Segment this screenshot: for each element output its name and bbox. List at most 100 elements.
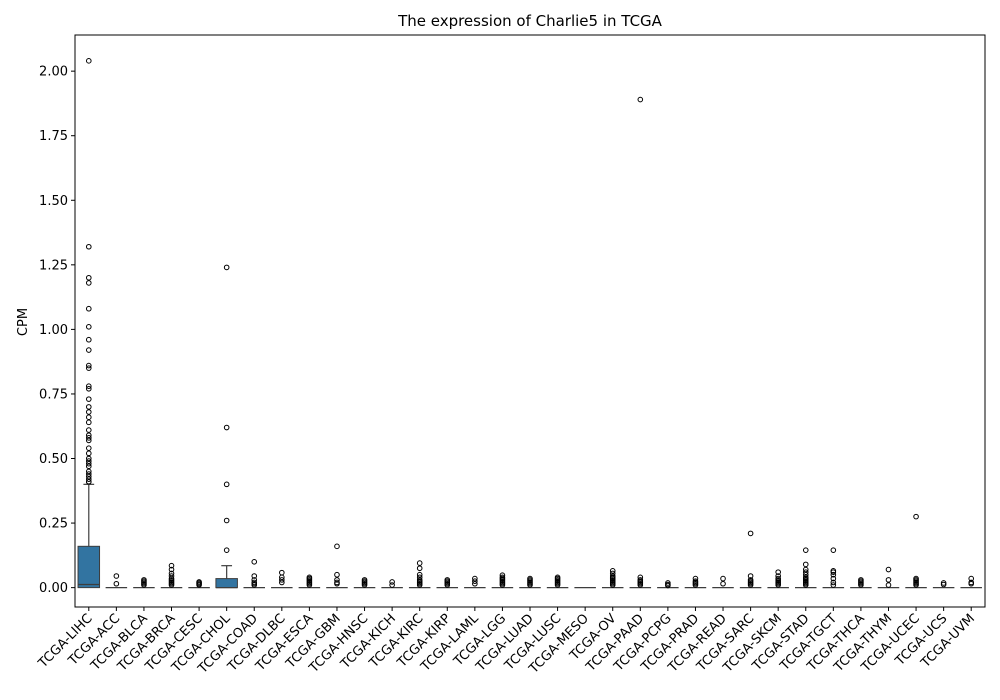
outlier-point — [692, 582, 699, 588]
outlier-point — [802, 561, 809, 568]
box-iqr — [77, 545, 101, 589]
outlier-point — [85, 437, 92, 444]
outlier-point — [251, 582, 258, 588]
box-tcga-kich — [381, 579, 403, 589]
outlier-point — [858, 582, 864, 588]
outlier-point — [223, 517, 230, 524]
box-tcga-ucec — [905, 513, 927, 589]
outlier-point — [196, 582, 202, 588]
outlier-point — [830, 569, 837, 575]
box-tcga-lusc — [546, 574, 569, 589]
outlier-point — [251, 559, 258, 565]
outlier-point — [85, 455, 92, 462]
outlier-point — [830, 547, 837, 553]
outlier-point — [334, 571, 340, 578]
y-tick-label: 0.25 — [39, 517, 68, 532]
y-tick-label: 1.00 — [39, 323, 68, 338]
outlier-point — [913, 582, 919, 588]
outlier-point — [637, 96, 644, 103]
box-tcga-ucs — [932, 580, 955, 589]
outlier-point — [389, 582, 395, 588]
outlier-point — [85, 478, 92, 485]
outlier-point — [609, 582, 616, 588]
outlier-point — [913, 513, 919, 520]
outlier-point — [113, 573, 120, 579]
x-axis: TCGA-LIHCTCGA-ACCTCGA-BLCATCGA-BRCATCGA-… — [35, 607, 978, 677]
outlier-point — [85, 305, 92, 312]
outlier-point — [830, 571, 837, 578]
outlier-point — [85, 404, 92, 410]
box-tcga-hnsc — [353, 577, 376, 589]
box-tcga-skcm — [767, 569, 789, 589]
outlier-point — [251, 573, 258, 579]
outlier-point — [802, 571, 809, 578]
box-tcga-kirp — [436, 577, 459, 589]
outlier-point — [279, 577, 285, 583]
outlier-point — [85, 336, 92, 343]
outlier-point — [168, 562, 175, 569]
outlier-point — [85, 365, 92, 371]
outlier-point — [334, 580, 340, 587]
y-tick-label: 1.75 — [39, 129, 68, 144]
box-tcga-kirc — [408, 560, 431, 589]
box-tcga-chol — [215, 264, 238, 589]
y-tick-label: 1.50 — [39, 194, 68, 209]
outlier-point — [968, 575, 975, 582]
outlier-point — [85, 450, 92, 457]
box-tcga-lgg — [491, 572, 514, 589]
box-tcga-ov — [601, 568, 624, 589]
outlier-point — [830, 575, 837, 582]
box-tcga-thym — [877, 566, 900, 589]
outlier-point — [168, 570, 175, 577]
box-tcga-coad — [243, 559, 265, 589]
outlier-point — [885, 566, 892, 573]
box-tcga-cesc — [188, 579, 210, 589]
outlier-point — [968, 580, 975, 587]
outlier-point — [85, 396, 92, 402]
outlier-point — [85, 419, 92, 426]
outlier-point — [85, 468, 92, 475]
outlier-point — [747, 530, 754, 537]
outlier-point — [85, 435, 92, 441]
y-tick-label: 2.00 — [39, 65, 68, 80]
outlier-point — [223, 264, 230, 271]
box-tcga-dlbc — [271, 569, 293, 589]
outlier-point — [306, 582, 313, 588]
y-tick-label: 0.50 — [39, 452, 68, 467]
outlier-point — [85, 243, 92, 250]
box-tcga-tgct — [822, 547, 845, 589]
outlier-point — [223, 481, 230, 488]
box-tcga-esca — [298, 574, 321, 589]
outlier-point — [85, 274, 92, 281]
box-tcga-acc — [105, 573, 128, 589]
boxes-layer — [77, 58, 982, 589]
outlier-point — [279, 574, 285, 581]
outlier-point — [802, 582, 809, 588]
outlier-point — [472, 575, 478, 582]
outlier-point — [444, 582, 451, 588]
outlier-point — [85, 409, 92, 415]
outlier-point — [830, 582, 837, 588]
outlier-point — [775, 582, 781, 588]
outlier-point — [85, 476, 92, 482]
chart-title: The expression of Charlie5 in TCGA — [397, 12, 663, 30]
outlier-point — [637, 574, 644, 581]
outlier-point — [223, 424, 230, 431]
outlier-point — [389, 579, 395, 585]
plot-frame — [74, 34, 986, 608]
outlier-point — [85, 362, 92, 369]
outlier-point — [168, 582, 175, 588]
box-tcga-prad — [684, 575, 707, 589]
outlier-point — [85, 58, 92, 64]
outlier-point — [472, 580, 478, 587]
outlier-point — [554, 582, 561, 588]
outlier-point — [223, 547, 230, 553]
box-tcga-gbm — [326, 543, 348, 589]
outlier-point — [85, 473, 92, 480]
outlier-point — [85, 458, 92, 464]
box-tcga-laml — [464, 575, 486, 589]
outlier-point — [416, 565, 423, 572]
outlier-point — [747, 582, 754, 588]
outlier-point — [85, 385, 92, 392]
outlier-point — [830, 579, 837, 586]
